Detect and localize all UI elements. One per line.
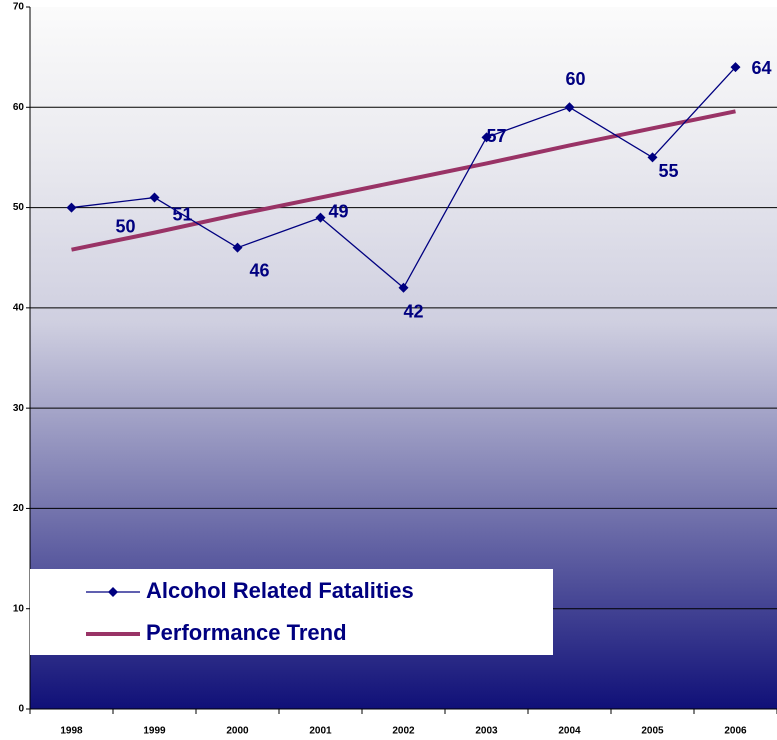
x-tick-label: 1998: [60, 726, 83, 737]
marker: [481, 132, 492, 143]
y-tick-label: 30: [13, 403, 25, 414]
x-tick-label: 2001: [309, 726, 332, 737]
x-tick-label: 2005: [641, 726, 664, 737]
data-label: 46: [249, 260, 269, 280]
legend-swatch: [108, 587, 118, 597]
data-label: 42: [403, 302, 423, 322]
data-label: 64: [751, 58, 771, 78]
data-label: 50: [115, 216, 135, 236]
marker: [730, 62, 741, 73]
x-tick-label: 1999: [143, 726, 166, 737]
marker: [149, 192, 160, 203]
data-label: 51: [172, 204, 192, 224]
y-tick-label: 40: [13, 302, 25, 313]
y-tick-label: 70: [13, 2, 25, 13]
y-tick-label: 20: [13, 503, 25, 514]
x-tick-label: 2003: [475, 726, 498, 737]
y-tick-label: 50: [13, 202, 25, 213]
marker: [647, 152, 658, 163]
y-tick-label: 0: [18, 704, 24, 715]
series-line: [71, 109, 736, 252]
data-label: 49: [328, 201, 348, 221]
data-label: 60: [565, 69, 585, 89]
marker: [398, 282, 409, 293]
data-label: 57: [486, 126, 506, 146]
marker: [315, 212, 326, 223]
y-tick-label: 60: [13, 102, 25, 113]
x-tick-label: 2006: [724, 726, 747, 737]
legend-label: Performance Trend: [146, 620, 347, 645]
x-tick-label: 2002: [392, 726, 415, 737]
marker: [232, 242, 243, 253]
marker: [66, 202, 77, 213]
data-label: 55: [658, 161, 678, 181]
x-tick-label: 2000: [226, 726, 249, 737]
legend-box: [30, 569, 553, 655]
legend-label: Alcohol Related Fatalities: [146, 578, 414, 603]
x-tick-label: 2004: [558, 726, 581, 737]
y-tick-label: 10: [13, 603, 25, 614]
marker: [564, 102, 575, 113]
